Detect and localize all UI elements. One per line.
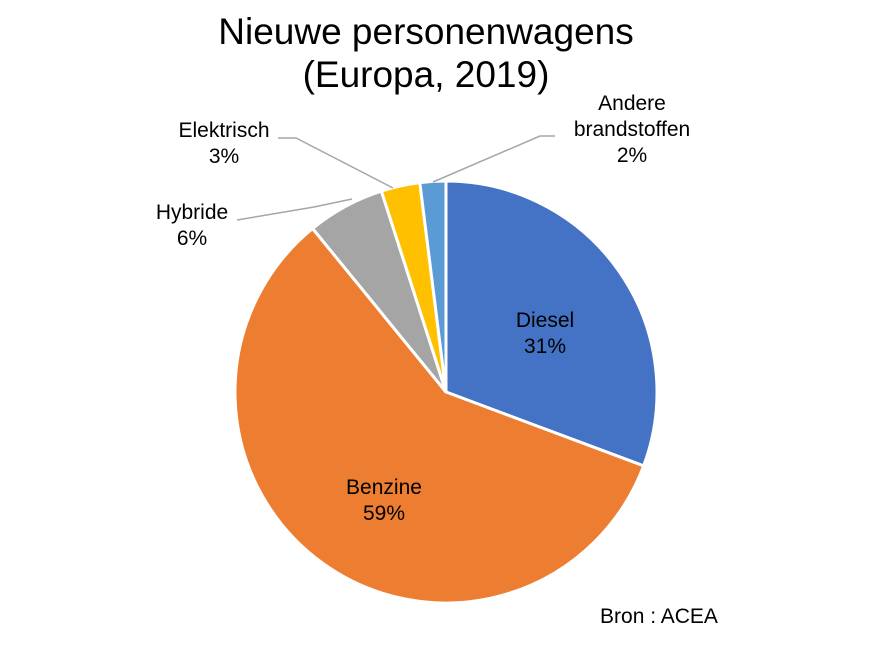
- leader-line-elektrisch: [278, 137, 394, 189]
- slice-name-andere-brandstoffen: Andere: [598, 92, 666, 115]
- slice-name-benzine: Benzine: [346, 476, 422, 499]
- leader-line-hybride: [236, 198, 353, 221]
- slice-label-benzine: Benzine 59%: [346, 476, 422, 525]
- slice-name-elektrisch: Elektrisch: [178, 119, 269, 142]
- slice-value-elektrisch: 3%: [209, 145, 239, 168]
- slice-name-hybride: Hybride: [156, 201, 228, 224]
- slice-label-elektrisch: Elektrisch 3%: [178, 119, 269, 168]
- chart-title-line-1: Nieuwe personenwagens: [218, 11, 634, 52]
- slice-value-benzine: 59%: [363, 502, 405, 525]
- slice-label-andere-brandstoffen: Andere brandstoffen 2%: [574, 92, 690, 167]
- pie-slices: [233, 179, 659, 605]
- chart-title-line-2: (Europa, 2019): [303, 54, 550, 95]
- leader-lines: [236, 135, 555, 221]
- slice-value-andere-brandstoffen: 2%: [617, 144, 647, 167]
- slice-label-diesel: Diesel 31%: [516, 309, 574, 358]
- pie-slice-diesel: [444, 179, 659, 468]
- slice-value-hybride: 6%: [177, 227, 207, 250]
- slice-labels: Diesel 31% Benzine 59% Hybride 6% Elektrisch 3%…: [156, 92, 690, 525]
- slice-label-hybride: Hybride 6%: [156, 201, 228, 250]
- pie-slice-benzine: [233, 227, 646, 605]
- leader-line-andere-brandstoffen: [432, 135, 555, 183]
- slice-name-diesel: Diesel: [516, 309, 574, 332]
- chart-title: Nieuwe personenwagens (Europa, 2019): [218, 11, 634, 95]
- slice-value-diesel: 31%: [524, 335, 566, 358]
- source-label: Bron : ACEA: [600, 605, 718, 628]
- slice-name-andere-brandstoffen: brandstoffen: [574, 118, 690, 141]
